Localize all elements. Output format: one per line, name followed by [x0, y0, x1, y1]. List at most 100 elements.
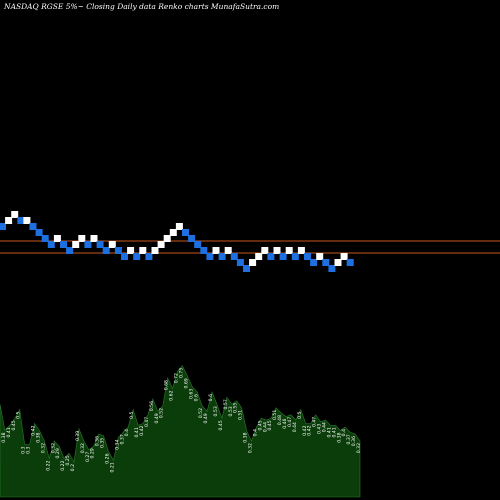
renko-brick-down: [41, 235, 49, 242]
renko-brick-up: [78, 235, 86, 242]
volume-label: 0.41: [331, 427, 337, 437]
volume-label: 0.43: [317, 424, 323, 434]
renko-brick-down: [145, 253, 153, 260]
volume-label: 0.2: [70, 464, 76, 471]
volume-label: 0.75: [178, 368, 184, 378]
renko-brick-up: [90, 235, 98, 242]
renko-brick-up: [285, 247, 293, 254]
volume-label: 0.46: [282, 418, 288, 428]
renko-brick-up: [316, 253, 324, 260]
renko-brick-down: [17, 217, 25, 224]
renko-brick-down: [0, 223, 6, 230]
volume-label: 0.42: [302, 425, 308, 435]
volume-label: 0.45: [218, 420, 224, 430]
renko-brick-up: [127, 247, 135, 254]
renko-brick-down: [182, 229, 189, 236]
volume-label: 0.45: [11, 420, 17, 430]
volume-label: 0.44: [292, 422, 298, 432]
volume-label: 0.62: [169, 390, 175, 400]
renko-brick-up: [169, 229, 177, 236]
volume-label: 0.37: [119, 434, 125, 444]
volume-label: 0.42: [307, 425, 313, 435]
volume-label: 0.36: [95, 436, 101, 446]
volume-label: 0.3: [26, 446, 32, 453]
renko-brick-down: [243, 265, 250, 272]
volume-label: 0.41: [326, 427, 332, 437]
volume-label: 0.47: [312, 417, 318, 427]
renko-brick-up: [11, 211, 19, 218]
renko-brick-down: [60, 241, 67, 248]
volume-label: 0.25: [65, 455, 71, 465]
renko-bricks: [0, 211, 354, 272]
volume-label: 0.45: [267, 420, 273, 430]
volume-label: 0.5: [16, 411, 22, 418]
volume-label: 0.45: [257, 420, 263, 430]
renko-brick-up: [5, 217, 13, 224]
renko-brick-down: [133, 253, 141, 260]
renko-brick-down: [304, 253, 311, 260]
volume-label: 0.53: [0, 406, 2, 416]
volume-label: 0.52: [159, 408, 165, 418]
volume-label: 0.32: [248, 443, 254, 453]
volume-label: 0.38: [336, 432, 342, 442]
renko-brick-down: [279, 253, 287, 260]
renko-brick-up: [212, 247, 220, 254]
volume-label: 0.37: [346, 434, 352, 444]
renko-brick-down: [200, 247, 208, 254]
volume-label: 0.32: [40, 443, 46, 453]
renko-brick-up: [340, 253, 348, 260]
volume-label: 0.63: [188, 389, 194, 399]
volume-label: 0.51: [238, 410, 244, 420]
volume-label: 0.5: [297, 411, 303, 418]
volume-label: 0.41: [6, 427, 12, 437]
volume-label: 0.5: [129, 411, 135, 418]
volume-label: 0.38: [243, 432, 249, 442]
renko-brick-up: [53, 235, 61, 242]
volume-label: 0.35: [100, 438, 106, 448]
volume-label: 0.48: [277, 415, 283, 425]
volume-label: 0.4: [124, 429, 130, 436]
renko-brick-down: [218, 253, 226, 260]
volume-label: 0.32: [50, 443, 56, 453]
renko-brick-down: [102, 247, 110, 254]
renko-brick-down: [291, 253, 299, 260]
renko-brick-up: [175, 223, 183, 230]
renko-brick-down: [230, 253, 238, 260]
volume-label: 0.51: [272, 410, 278, 420]
volume-label: 0.52: [198, 408, 204, 418]
volume-label: 0.36: [351, 436, 357, 446]
volume-label: 0.38: [35, 432, 41, 442]
renko-brick-down: [322, 259, 330, 266]
volume-area: [0, 365, 361, 498]
volume-label: 0.34: [114, 439, 120, 449]
renko-brick-down: [84, 241, 92, 248]
volume-label: 0.72: [174, 373, 180, 383]
volume-label: 0.53: [213, 406, 219, 416]
volume-label: 0.38: [1, 432, 7, 442]
volume-label: 0.3: [21, 446, 27, 453]
renko-brick-up: [139, 247, 147, 254]
renko-brick-up: [273, 247, 281, 254]
volume-label: 0.26: [104, 453, 110, 463]
renko-brick-down: [66, 247, 74, 254]
volume-label: 0.29: [55, 448, 61, 458]
volume-label: 0.4: [252, 429, 258, 436]
volume-label: 0.39: [75, 431, 81, 441]
volume-label: 0.44: [321, 422, 327, 432]
renko-brick-up: [297, 247, 305, 254]
volume-label: 0.6: [193, 394, 199, 401]
volume-label: 0.21: [109, 462, 115, 472]
volume-label: 0.68: [164, 380, 170, 390]
volume-label: 0.55: [233, 403, 239, 413]
volume-label: 0.49: [154, 413, 160, 423]
volume-label: 0.53: [228, 406, 234, 416]
renko-brick-down: [29, 223, 37, 230]
renko-brick-down: [47, 241, 55, 248]
renko-brick-down: [236, 259, 244, 266]
renko-brick-down: [194, 241, 202, 248]
renko-brick-up: [334, 259, 342, 266]
volume-label: 0.22: [45, 460, 51, 470]
